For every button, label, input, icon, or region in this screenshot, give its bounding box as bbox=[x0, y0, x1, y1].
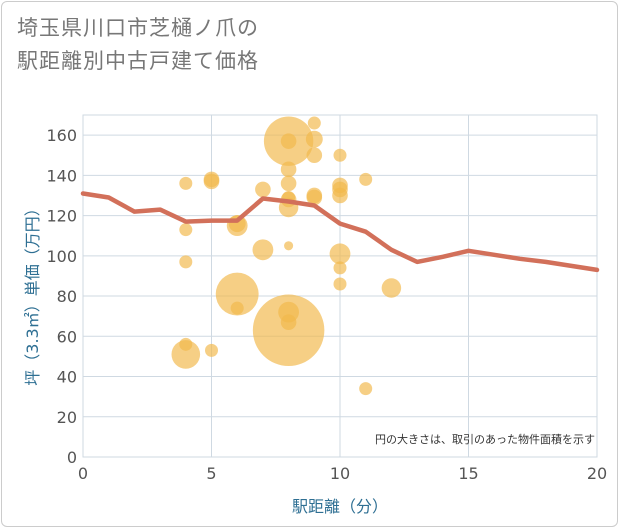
y-tick-label: 80 bbox=[57, 287, 77, 306]
scatter-point bbox=[332, 187, 348, 204]
scatter-point bbox=[252, 239, 274, 261]
scatter-point bbox=[203, 173, 220, 190]
scatter-point bbox=[215, 272, 259, 316]
trend-line-group bbox=[80, 191, 600, 273]
scatter-point bbox=[205, 343, 218, 357]
scatter-point bbox=[280, 161, 297, 178]
x-tick-label: 20 bbox=[587, 464, 607, 483]
y-tick-label: 60 bbox=[57, 327, 77, 346]
scatter-point bbox=[179, 176, 193, 190]
y-axis-label: 坪（3.3㎡）単価（万円） bbox=[23, 200, 42, 385]
scatter-point bbox=[381, 278, 402, 298]
y-tick-label: 120 bbox=[46, 207, 77, 226]
scatter-point bbox=[171, 340, 201, 369]
trend-line bbox=[80, 191, 600, 273]
scatter-point bbox=[280, 175, 297, 192]
scatter-point bbox=[305, 130, 323, 148]
x-axis-label: 駅距離（分） bbox=[292, 497, 388, 516]
bubbles bbox=[171, 116, 402, 396]
scatter-point bbox=[252, 294, 325, 367]
scatter-point bbox=[306, 189, 323, 206]
x-tick-label: 10 bbox=[330, 464, 350, 483]
scatter-point bbox=[179, 255, 193, 269]
title-line-2: 駅距離別中古戸建て価格 bbox=[17, 49, 259, 73]
chart-title: 埼玉県川口市芝樋ノ爪の 駅距離別中古戸建て価格 bbox=[17, 12, 259, 78]
x-tick-label: 0 bbox=[78, 464, 88, 483]
scatter-point bbox=[230, 301, 244, 315]
scatter-point bbox=[284, 241, 294, 251]
x-tick-label: 5 bbox=[206, 464, 216, 483]
size-note: 円の大きさは、取引のあった物件面積を示す bbox=[375, 432, 595, 446]
scatter-point bbox=[333, 277, 347, 291]
y-tick-label: 0 bbox=[67, 448, 77, 467]
scatter-point bbox=[307, 116, 321, 130]
y-tick-label: 100 bbox=[46, 247, 77, 266]
x-tick-label: 15 bbox=[458, 464, 478, 483]
y-tick-label: 40 bbox=[57, 368, 77, 387]
scatter-point bbox=[280, 133, 297, 149]
scatter-point bbox=[179, 223, 193, 237]
y-tick-labels: 0 20 40 60 80 100 120 140 160 bbox=[46, 126, 77, 467]
scatter-point bbox=[255, 181, 271, 198]
scatter-point bbox=[333, 148, 347, 162]
scatter-point bbox=[306, 147, 323, 164]
y-tick-label: 20 bbox=[57, 408, 77, 427]
y-tick-label: 140 bbox=[46, 166, 77, 185]
scatter-point bbox=[329, 243, 351, 265]
title-line-1: 埼玉県川口市芝樋ノ爪の bbox=[17, 16, 259, 40]
scatter-point bbox=[359, 172, 373, 186]
scatter-point bbox=[359, 382, 373, 396]
x-tick-labels: 0 5 10 15 20 bbox=[78, 464, 607, 483]
y-tick-label: 160 bbox=[46, 126, 77, 145]
scatter-point bbox=[333, 261, 347, 275]
